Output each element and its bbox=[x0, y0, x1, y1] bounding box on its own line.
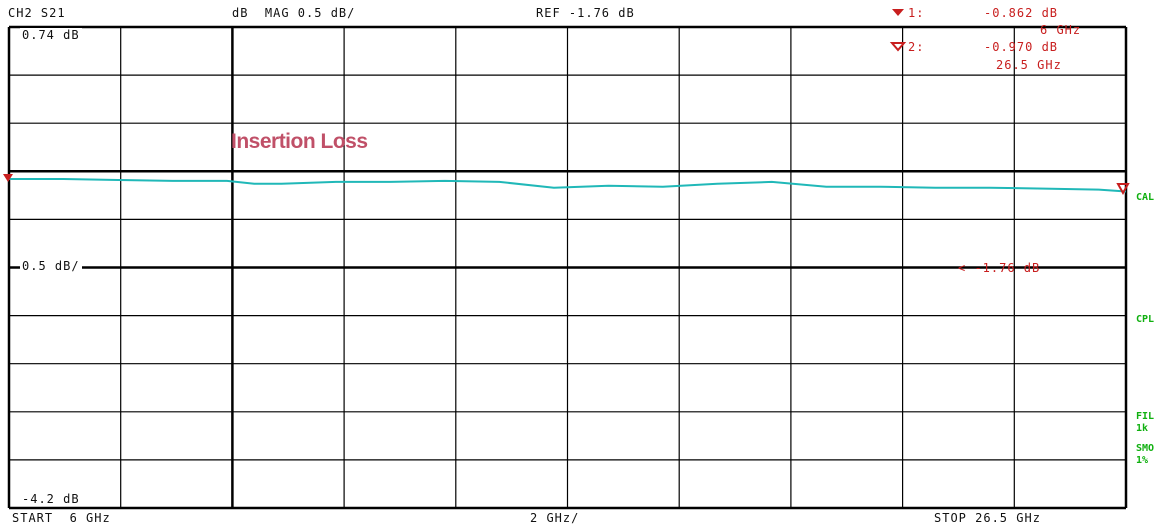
insertion-loss-trace bbox=[9, 178, 1127, 193]
marker-2-icon bbox=[1116, 183, 1130, 196]
format-label: dB MAG 0.5 dB/ bbox=[232, 6, 356, 20]
grid bbox=[7, 25, 1128, 510]
fil-value: 1k bbox=[1136, 423, 1149, 434]
reference-label: REF -1.76 dB bbox=[536, 6, 635, 20]
marker-1-value: -0.862 dB bbox=[984, 6, 1059, 20]
top-scale-value: 0.74 dB bbox=[20, 28, 82, 42]
start-frequency: START 6 GHz bbox=[12, 511, 111, 525]
chart-title: Insertion Loss bbox=[231, 130, 368, 153]
bottom-scale-value: -4.2 dB bbox=[20, 492, 82, 506]
marker-1-label: 1: bbox=[908, 6, 925, 20]
fil-status: FIL bbox=[1136, 411, 1155, 422]
smo-value: 1% bbox=[1136, 455, 1149, 466]
marker-1-freq: 6 GHz bbox=[1040, 23, 1082, 37]
marker-1-readout-icon bbox=[892, 9, 904, 16]
reference-line-marker: < -1.76 dB bbox=[958, 261, 1041, 275]
stop-frequency: STOP 26.5 GHz bbox=[934, 511, 1041, 525]
trace-layer bbox=[9, 178, 1127, 193]
marker-readout-box bbox=[877, 26, 1127, 74]
span-per-division: 2 GHz/ bbox=[530, 511, 580, 525]
marker-2-freq: 26.5 GHz bbox=[996, 58, 1062, 72]
marker-1-icon bbox=[3, 174, 13, 182]
smo-status: SMO bbox=[1136, 443, 1155, 454]
marker-2-value: -0.970 dB bbox=[984, 40, 1059, 54]
marker-2-readout-icon bbox=[889, 42, 907, 52]
marker-2-label: 2: bbox=[908, 40, 925, 54]
scale-per-division: 0.5 dB/ bbox=[20, 259, 82, 273]
cal-status: CAL bbox=[1136, 192, 1155, 203]
cpl-status: CPL bbox=[1136, 314, 1155, 325]
channel-label: CH2 S21 bbox=[8, 6, 66, 20]
